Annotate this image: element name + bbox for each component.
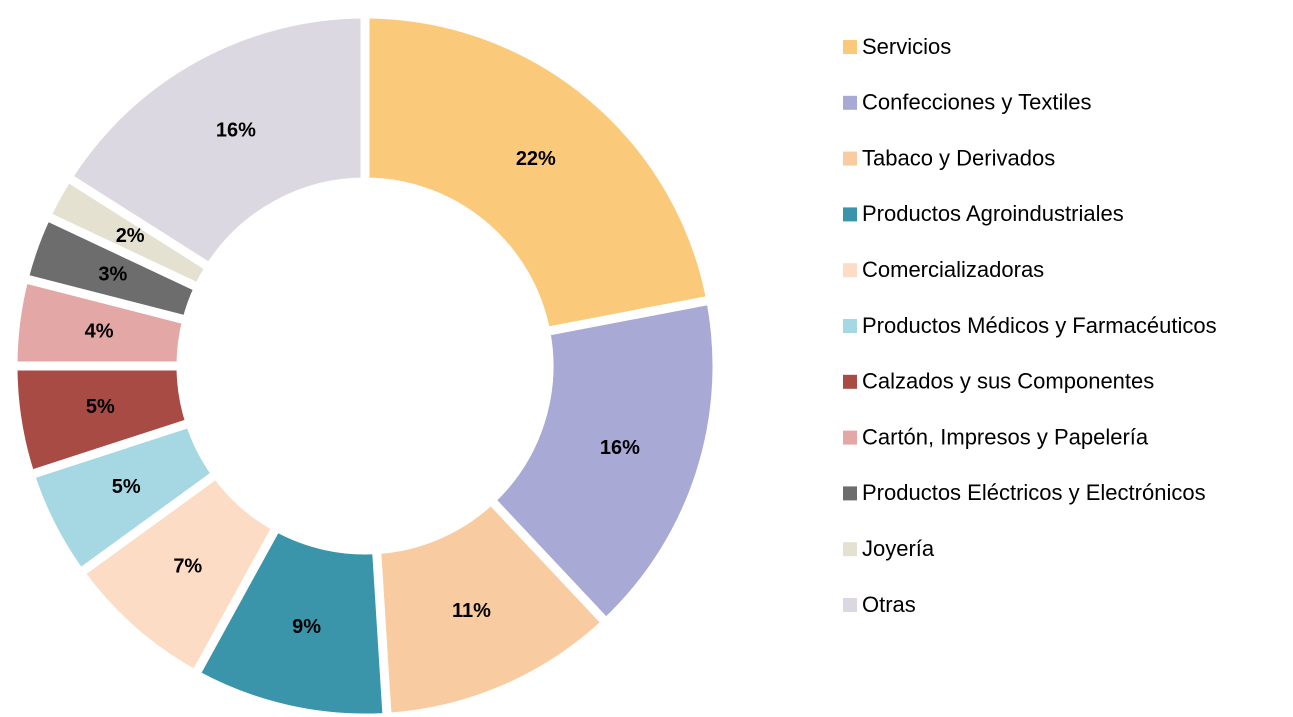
value-label: 5% [86, 396, 115, 418]
value-label: 3% [98, 263, 127, 285]
slice [61, 9, 370, 274]
legend-label: Productos Médicos y Farmacéuticos [862, 313, 1217, 338]
legend-label: Tabaco y Derivados [862, 145, 1055, 170]
slice [360, 9, 717, 337]
value-label: 16% [216, 119, 256, 141]
legend-swatch [843, 486, 857, 501]
value-label: 2% [116, 225, 145, 247]
value-label: 7% [173, 555, 202, 577]
value-label: 11% [452, 600, 491, 622]
legend-label: Calzados y sus Componentes [862, 369, 1154, 394]
value-label: 5% [112, 476, 141, 498]
legend-swatch [843, 263, 857, 278]
legend-label: Comercializadoras [862, 257, 1044, 282]
legend-swatch [843, 95, 857, 110]
slice [371, 493, 613, 717]
value-label: 22% [516, 148, 556, 170]
legend-swatch [843, 374, 857, 389]
legend-swatch [843, 598, 857, 612]
legend-label: Otras [862, 592, 916, 617]
value-label: 4% [85, 321, 114, 343]
legend-swatch [843, 430, 857, 445]
slice [484, 294, 722, 629]
legend-label: Joyería [862, 536, 935, 561]
value-label: 9% [292, 616, 321, 638]
legend-label: Servicios [862, 34, 951, 59]
legend-swatch [843, 40, 857, 54]
value-label: 16% [600, 437, 640, 459]
legend-swatch [843, 151, 857, 166]
legend-label: Productos Eléctricos y Electrónicos [862, 480, 1206, 505]
legend-swatch [843, 207, 857, 222]
legend-swatch [843, 542, 857, 557]
legend-swatch [843, 319, 857, 333]
legend-label: Confecciones y Textiles [862, 90, 1092, 115]
legend-label: Productos Agroindustriales [862, 201, 1124, 226]
legend-label: Cartón, Impresos y Papelería [862, 424, 1149, 449]
